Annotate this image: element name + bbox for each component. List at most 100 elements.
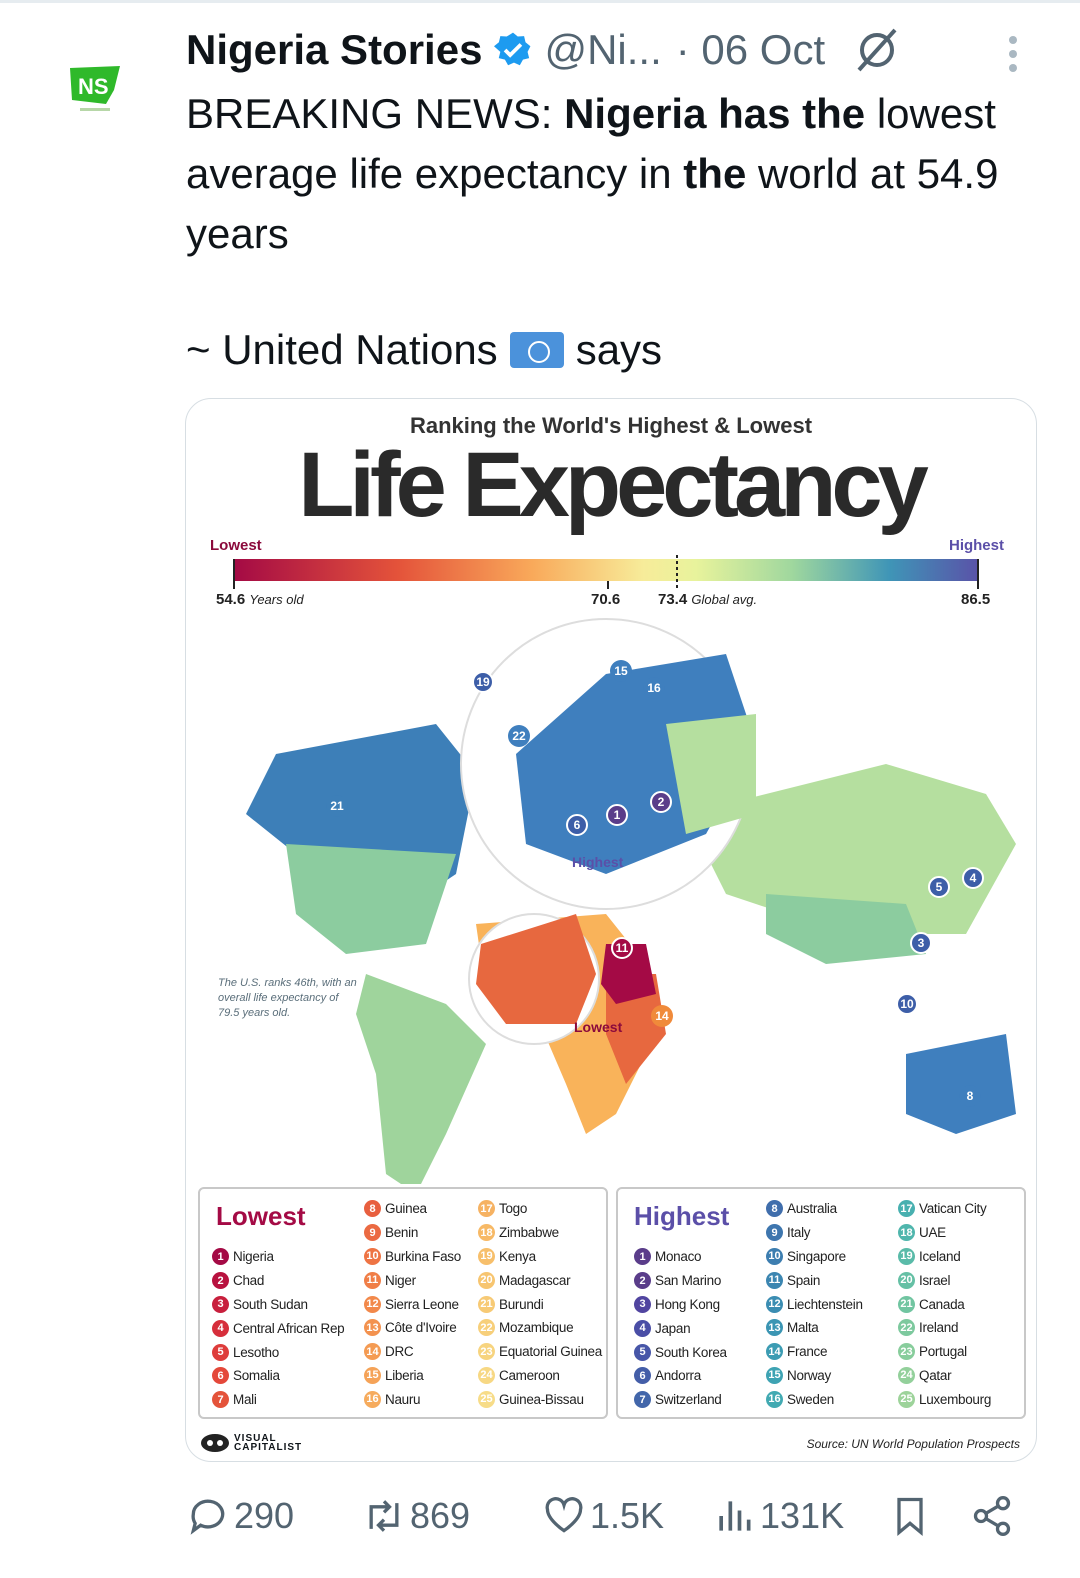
legend-item: 2 San Marino [634, 1269, 727, 1293]
infographic-image[interactable]: Ranking the World's Highest & Lowest Lif… [185, 398, 1037, 1462]
country-name: South Sudan [233, 1296, 308, 1312]
legend-item: 5 Lesotho [212, 1340, 344, 1364]
text-part: BREAKING NEWS: [186, 90, 565, 137]
infographic-title: Life Expectancy [298, 434, 929, 536]
country-name: Liberia [385, 1367, 424, 1383]
legend-item: 25 Luxembourg [898, 1387, 991, 1411]
country-name: Burundi [499, 1296, 544, 1312]
country-name: Madagascar [499, 1272, 571, 1288]
country-name: France [787, 1344, 828, 1360]
author-handle[interactable]: @Ni... [544, 26, 662, 73]
like-button[interactable]: 1.5K [542, 1494, 664, 1538]
legend-item: 5 South Korea [634, 1340, 727, 1364]
text-part-bold: Nigeria has the [564, 90, 866, 137]
map-marker: 14 [651, 1005, 673, 1027]
legend-item: 19 Iceland [898, 1245, 991, 1269]
country-name: Somalia [233, 1368, 280, 1384]
country-name: Niger [385, 1272, 416, 1288]
lowest-column: 8 Guinea 9 Benin 10 Burkina Faso 11 Niger 12 Sier… [364, 1197, 461, 1411]
country-name: Burkina Faso [385, 1248, 461, 1264]
legend-item: 9 Benin [364, 1221, 461, 1245]
country-name: Ireland [919, 1320, 959, 1336]
legend-item: 22 Mozambique [478, 1316, 602, 1340]
legend-item: 16 Sweden [766, 1387, 863, 1411]
legend-item: 25 Guinea-Bissau [478, 1387, 602, 1411]
grok-icon[interactable] [853, 26, 901, 74]
rank-badge: 9 [364, 1224, 381, 1242]
reply-button[interactable]: 290 [186, 1494, 294, 1538]
reply-count: 290 [234, 1495, 295, 1536]
like-count: 1.5K [590, 1495, 665, 1536]
rank-badge: 24 [898, 1366, 915, 1384]
rank-badge: 18 [898, 1224, 915, 1242]
legend-item: 4 Central African Rep [212, 1316, 345, 1340]
source-note: Source: UN World Population Prospects [806, 1437, 1020, 1451]
tweet-date[interactable]: · 06 Oct [675, 26, 826, 73]
lowest-column: 17 Togo 18 Zimbabwe 19 Kenya 20 Madagascar 21 Bur… [478, 1197, 602, 1411]
legend-item: 18 Zimbabwe [478, 1221, 602, 1245]
scale-tick [233, 559, 235, 589]
rank-badge: 19 [478, 1247, 495, 1265]
rank-badge: 15 [364, 1366, 381, 1384]
legend-item: 16 Nauru [364, 1387, 461, 1411]
legend-item: 8 Guinea [364, 1197, 461, 1221]
views-button[interactable]: 131K [712, 1494, 844, 1538]
rank-badge: 25 [478, 1390, 495, 1408]
repost-icon [369, 1500, 399, 1532]
rank-badge: 8 [364, 1200, 381, 1218]
scale-mid: 70.6 [591, 591, 621, 608]
rank-badge: 13 [364, 1319, 381, 1337]
country-name: Equatorial Guinea [499, 1344, 602, 1360]
legend-item: 15 Liberia [364, 1364, 461, 1388]
text-part-bold: the [683, 150, 747, 197]
rank-badge: 1 [634, 1248, 651, 1266]
scale-min: 54.6 Years old [216, 591, 304, 608]
map-marker: 3 [910, 932, 932, 954]
rank-badge: 12 [364, 1295, 381, 1313]
rank-badge: 1 [212, 1248, 229, 1266]
rank-badge: 16 [364, 1390, 381, 1408]
highest-column: 17 Vatican City 18 UAE 19 Iceland 20 Israel 21 Ca… [898, 1197, 991, 1411]
country-name: Portugal [919, 1344, 967, 1360]
rank-badge: 21 [898, 1295, 915, 1313]
us-note: The U.S. ranks 46th, with an overall lif… [218, 977, 357, 1019]
highest-heading: Highest [634, 1201, 730, 1231]
country-name: Japan [655, 1320, 691, 1336]
map-marker: 21 [326, 795, 348, 817]
country-name: Cameroon [499, 1367, 560, 1383]
views-icon [719, 1501, 751, 1531]
rank-badge: 23 [898, 1343, 915, 1361]
legend-item: 7 Mali [212, 1388, 344, 1412]
author-name[interactable]: Nigeria Stories [186, 26, 483, 73]
rank-badge: 3 [212, 1295, 229, 1313]
country-name: Togo [499, 1201, 528, 1217]
color-scale-bar [234, 559, 979, 581]
rank-badge: 16 [766, 1390, 783, 1408]
rank-badge: 20 [478, 1271, 495, 1289]
repost-button[interactable]: 869 [362, 1494, 470, 1538]
lowest-heading: Lowest [216, 1201, 306, 1231]
country-name: Zimbabwe [499, 1225, 559, 1241]
share-button[interactable] [970, 1494, 1018, 1538]
un-flag-icon [509, 332, 564, 368]
country-name: Nauru [385, 1391, 421, 1407]
country-name: Chad [233, 1273, 265, 1289]
rank-badge: 2 [212, 1272, 229, 1290]
legend-item: 11 Spain [766, 1268, 863, 1292]
lowest-legend: Lowest 1 Nigeria 2 Chad 3 South Sudan 4 Central… [198, 1187, 608, 1419]
country-name: Italy [787, 1225, 811, 1241]
rank-badge: 6 [634, 1367, 651, 1385]
un-line: ~ United Nations says [186, 322, 662, 378]
legend-item: 7 Switzerland [634, 1388, 727, 1412]
more-options-icon[interactable] [1004, 34, 1022, 74]
rank-badge: 17 [898, 1200, 915, 1218]
avatar[interactable]: NS [62, 60, 128, 120]
legend-item: 17 Vatican City [898, 1197, 991, 1221]
country-name: Norway [787, 1367, 831, 1383]
lowest-column: 1 Nigeria 2 Chad 3 South Sudan 4 Central Africa… [212, 1245, 345, 1412]
text-part: lowest average life expectancy in [186, 90, 996, 197]
bookmark-button[interactable] [888, 1494, 936, 1538]
map-lowest-label: Lowest [574, 1019, 623, 1035]
rank-badge: 10 [766, 1247, 783, 1265]
legend-item: 6 Somalia [212, 1364, 344, 1388]
